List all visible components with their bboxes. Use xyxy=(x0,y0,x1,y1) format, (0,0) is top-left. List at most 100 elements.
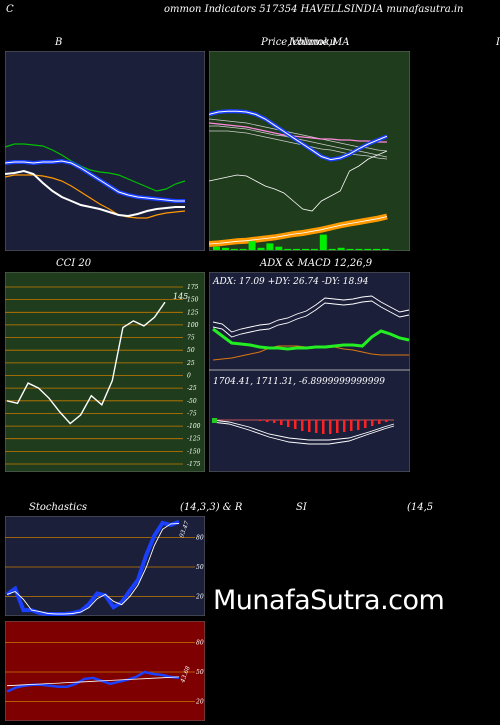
macd-green-marker xyxy=(212,418,217,423)
cci-level-label: 0 xyxy=(187,373,191,380)
volume-bar xyxy=(373,248,381,250)
macd-hist-bar xyxy=(294,420,297,429)
adx-line-shadow xyxy=(212,300,410,338)
macd-hist-bar xyxy=(385,420,388,422)
price-chart xyxy=(209,51,410,251)
macd-hist-bar xyxy=(364,420,367,428)
rsi-level-label: 50 xyxy=(196,669,204,676)
cci-level-label: -175 xyxy=(187,461,201,468)
cci-level-label: -75 xyxy=(187,410,197,417)
macd-signal-line xyxy=(211,421,395,445)
volume-bar xyxy=(302,248,309,250)
macd-hist-bar xyxy=(259,420,262,421)
macd-histogram xyxy=(259,420,388,434)
volume-bar xyxy=(319,234,327,250)
macd-values: 1704.41, 1711.31, -6.8999999999999 xyxy=(213,377,385,387)
stoch-grid-lines: 80 50 20 xyxy=(5,535,204,600)
stoch-level-label: 80 xyxy=(196,535,204,542)
macd-hist-bar xyxy=(273,420,276,423)
rsi-level-label: 80 xyxy=(196,640,204,647)
cci-level-label: 125 xyxy=(187,309,199,316)
watermark-logo: MunafaSutra.com xyxy=(213,585,445,616)
cci-level-label: 75 xyxy=(187,335,195,342)
macd-hist-bar xyxy=(350,420,353,431)
bb-middle-band-inner-line xyxy=(5,160,185,202)
cci-grid-lines: 175 150 125 100 75 50 25 0 -25 -50 -75 -100 -125 -150… xyxy=(5,284,201,468)
header-right: IA munafasutra.in xyxy=(372,4,464,15)
macd-hist-bar xyxy=(378,420,381,424)
volume-bars xyxy=(213,234,390,250)
cci-current-label: 145 xyxy=(173,292,188,301)
rsi-line xyxy=(6,670,180,693)
volume-bar xyxy=(213,246,220,250)
stoch-title-1: Stochastics xyxy=(29,502,87,513)
adx-macd-chart: ADX: 17.09 +DY: 26.74 -DY: 18.94 1704.41… xyxy=(209,272,410,472)
stoch-chart-bg xyxy=(5,516,205,616)
cci-level-label: 100 xyxy=(187,322,199,329)
volume-bar xyxy=(355,248,363,250)
volume-bar xyxy=(248,241,256,250)
cci-level-label: -50 xyxy=(187,398,197,405)
price-close-line xyxy=(209,150,388,212)
price-pink-ma-line xyxy=(209,122,387,143)
bb-price-line xyxy=(5,169,185,218)
macd-hist-bar xyxy=(357,420,360,430)
stoch-level-label: 50 xyxy=(196,564,204,571)
macd-hist-bar xyxy=(315,420,318,433)
price-title-1: Price, xyxy=(261,37,291,48)
stoch-title-3: SI xyxy=(296,502,307,513)
bb-chart xyxy=(5,51,205,251)
price-edge-letter: I xyxy=(496,37,500,48)
macd-hist-bar xyxy=(266,420,269,422)
cci-title: CCI 20 xyxy=(56,258,92,269)
cci-line xyxy=(6,301,166,425)
stoch-title-4: (14,5 xyxy=(407,502,434,513)
macd-hist-bar xyxy=(371,420,374,426)
stoch-k-line xyxy=(5,520,180,616)
rsi-signal-line xyxy=(6,676,180,687)
price-orange-ma-inner xyxy=(209,216,388,245)
macd-hist-bar xyxy=(308,420,311,432)
macd-hist-bar xyxy=(280,420,283,425)
macd-hist-bar xyxy=(287,420,290,427)
header-title: ommon Indicators 517354 HAVELLSIND xyxy=(164,4,372,15)
volume-bar xyxy=(364,248,372,250)
volume-bar xyxy=(266,243,274,250)
macd-hist-bar xyxy=(322,420,325,434)
cci-level-label: 175 xyxy=(187,284,199,291)
cci-level-label: -25 xyxy=(187,385,197,392)
price-title-2: Volume, xyxy=(291,37,332,48)
volume-bar xyxy=(382,248,390,250)
stoch-level-label: 20 xyxy=(195,593,204,600)
stoch-title-2: (14,3,3) & R xyxy=(180,502,243,513)
volume-bar xyxy=(293,248,301,250)
volume-bar xyxy=(230,248,238,250)
cci-level-label: -150 xyxy=(187,448,201,455)
cci-level-label: -100 xyxy=(187,423,201,430)
volume-bar xyxy=(257,247,265,250)
volume-bar xyxy=(328,248,336,250)
price-blue-ma-inner xyxy=(209,110,388,161)
cci-level-label: 50 xyxy=(187,347,195,354)
stoch-d-line xyxy=(6,522,180,615)
volume-bar xyxy=(275,246,283,250)
adx-macd-title: ADX & MACD 12,26,9 xyxy=(260,258,373,269)
bb-chart-bg xyxy=(5,51,205,251)
adx-values: ADX: 17.09 +DY: 26.74 -DY: 18.94 xyxy=(212,277,369,287)
rsi-grid-lines: 80 50 20 xyxy=(5,640,204,705)
price-title-ichimoku: Ichimoku xyxy=(289,37,337,48)
volume-bar xyxy=(284,248,292,250)
cci-level-label: 25 xyxy=(186,360,195,367)
header-left-letter: C xyxy=(6,4,14,15)
adx-macd-chart-bg xyxy=(209,272,410,472)
cci-chart-bg xyxy=(5,272,205,472)
volume-bar xyxy=(239,248,247,250)
volume-bar xyxy=(310,248,318,250)
macd-hist-bar xyxy=(301,420,304,431)
bb-title: B xyxy=(55,37,63,48)
macd-hist-bar xyxy=(343,420,346,432)
volume-bar xyxy=(337,247,345,250)
macd-hist-bar xyxy=(336,420,339,433)
